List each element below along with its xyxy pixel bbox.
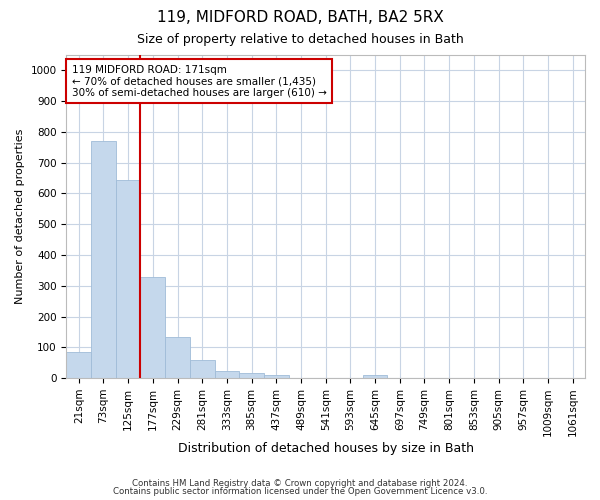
Bar [215,372,239,378]
Y-axis label: Number of detached properties: Number of detached properties [15,129,25,304]
Text: 119 MIDFORD ROAD: 171sqm
← 70% of detached houses are smaller (1,435)
30% of sem: 119 MIDFORD ROAD: 171sqm ← 70% of detach… [71,64,326,98]
Text: 119, MIDFORD ROAD, BATH, BA2 5RX: 119, MIDFORD ROAD, BATH, BA2 5RX [157,10,443,25]
Bar [91,141,116,378]
X-axis label: Distribution of detached houses by size in Bath: Distribution of detached houses by size … [178,442,474,455]
Bar [239,372,264,378]
Text: Size of property relative to detached houses in Bath: Size of property relative to detached ho… [137,32,463,46]
Text: Contains HM Land Registry data © Crown copyright and database right 2024.: Contains HM Land Registry data © Crown c… [132,478,468,488]
Bar [264,375,289,378]
Bar [116,180,140,378]
Bar [67,352,91,378]
Bar [165,336,190,378]
Bar [140,276,165,378]
Bar [363,375,388,378]
Text: Contains public sector information licensed under the Open Government Licence v3: Contains public sector information licen… [113,487,487,496]
Bar [190,360,215,378]
